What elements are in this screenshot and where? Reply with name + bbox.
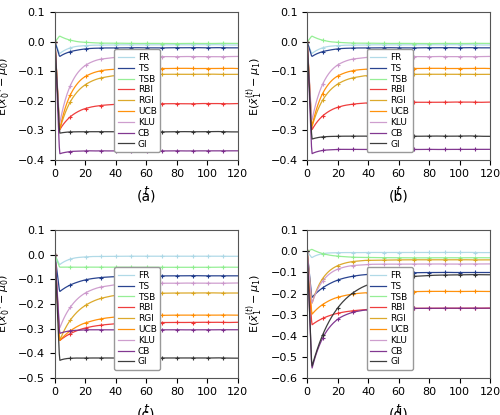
Text: (a): (a)	[136, 189, 156, 203]
X-axis label: $t$: $t$	[395, 185, 402, 198]
X-axis label: $t$: $t$	[142, 185, 150, 198]
Legend: FR, TS, TSB, RBI, RGI, UCB, KLU, CB, GI: FR, TS, TSB, RBI, RGI, UCB, KLU, CB, GI	[114, 49, 160, 152]
Y-axis label: E($\bar{x}_1^{(t)}-\mu_1$): E($\bar{x}_1^{(t)}-\mu_1$)	[244, 275, 265, 334]
X-axis label: $t$: $t$	[142, 403, 150, 415]
Y-axis label: E($\bar{x}_0^{(t)}-\mu_0$): E($\bar{x}_0^{(t)}-\mu_0$)	[0, 56, 12, 115]
Text: (b): (b)	[388, 189, 408, 203]
Legend: FR, TS, TSB, RBI, RGI, UCB, KLU, CB, GI: FR, TS, TSB, RBI, RGI, UCB, KLU, CB, GI	[366, 49, 412, 152]
X-axis label: $t$: $t$	[395, 403, 402, 415]
Legend: FR, TS, TSB, RBI, RGI, UCB, KLU, CB, GI: FR, TS, TSB, RBI, RGI, UCB, KLU, CB, GI	[114, 267, 160, 370]
Y-axis label: E($\bar{x}_1^{(t)}-\mu_1$): E($\bar{x}_1^{(t)}-\mu_1$)	[244, 56, 265, 115]
Y-axis label: E($\bar{x}_0^{(t)}-\mu_0$): E($\bar{x}_0^{(t)}-\mu_0$)	[0, 275, 12, 334]
Legend: FR, TS, TSB, RBI, RGI, UCB, KLU, CB, GI: FR, TS, TSB, RBI, RGI, UCB, KLU, CB, GI	[366, 267, 412, 370]
Text: (c): (c)	[137, 407, 156, 415]
Text: (d): (d)	[388, 407, 408, 415]
